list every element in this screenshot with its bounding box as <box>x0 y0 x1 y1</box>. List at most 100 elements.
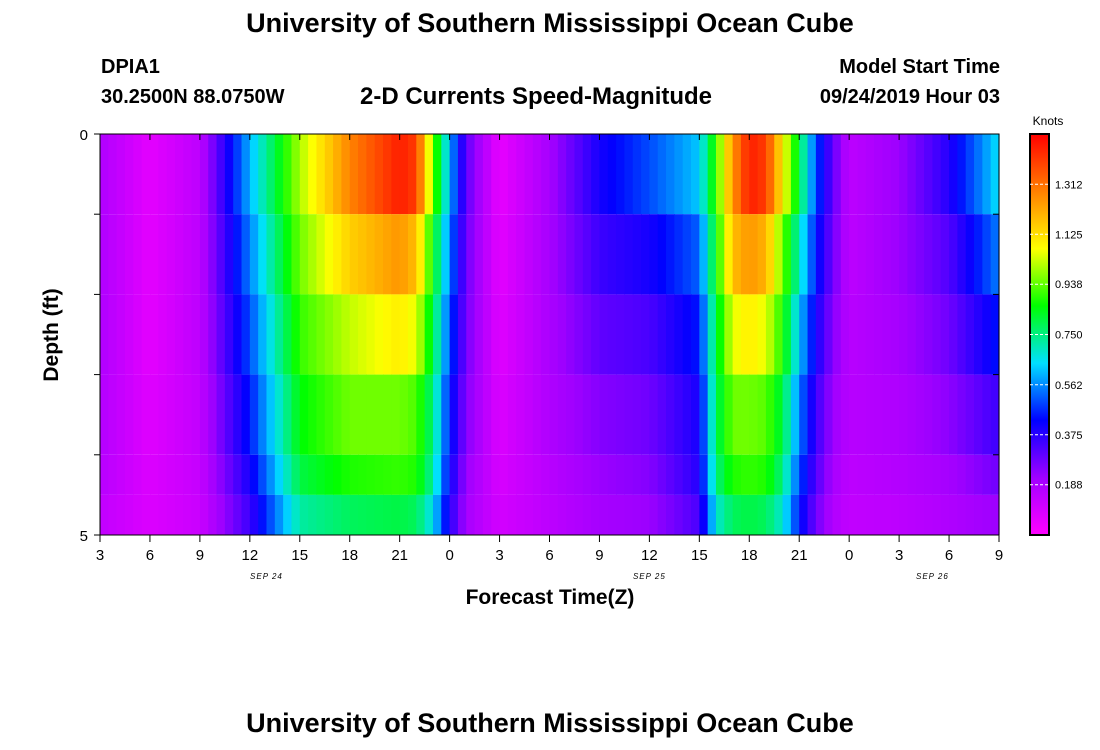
heatmap-cell <box>699 294 709 375</box>
heatmap-cell <box>407 374 417 455</box>
heatmap-cell <box>990 374 1000 455</box>
heatmap-cell <box>474 134 484 215</box>
heatmap-cell <box>258 294 268 375</box>
heatmap-cell <box>707 134 717 215</box>
heatmap-cell <box>174 294 184 375</box>
heatmap-cell <box>624 294 634 375</box>
heatmap-cell <box>940 494 950 535</box>
heatmap-cell <box>516 294 526 375</box>
heatmap-cell <box>807 294 817 375</box>
heatmap-cell <box>815 294 825 375</box>
heatmap-cell <box>316 214 326 295</box>
heatmap-cell <box>241 214 251 295</box>
heatmap-cell <box>774 134 784 215</box>
heatmap-cell <box>865 134 875 215</box>
heatmap-cell <box>100 294 109 375</box>
heatmap-cell <box>100 134 109 215</box>
heatmap-cell <box>632 214 642 295</box>
heatmap-cell <box>333 214 342 295</box>
x-tick-label: 3 <box>495 547 503 564</box>
x-tick-label: 6 <box>945 547 953 564</box>
heatmap-cell <box>840 494 850 535</box>
heatmap-cell <box>641 494 650 535</box>
heatmap-cell <box>557 494 567 535</box>
heatmap-cell <box>457 374 467 455</box>
heatmap-cell <box>283 134 293 215</box>
heatmap-cell <box>882 214 892 295</box>
heatmap-cell <box>657 374 667 455</box>
heatmap-cell <box>549 214 559 295</box>
heatmap-cell <box>100 214 109 295</box>
heatmap-cell <box>815 134 825 215</box>
heatmap-cell <box>308 454 318 495</box>
heatmap-cell <box>224 294 234 375</box>
heatmap-cell <box>599 374 609 455</box>
heatmap-cell <box>474 294 484 375</box>
heatmap-cell <box>666 374 675 455</box>
heatmap-cell <box>990 134 1000 215</box>
heatmap-cell <box>682 454 692 495</box>
heatmap-cell <box>399 214 409 295</box>
heatmap-cell <box>516 454 526 495</box>
heatmap-cell <box>824 294 834 375</box>
heatmap-cell <box>857 374 867 455</box>
y-axis-label: Depth (ft) <box>40 288 63 381</box>
heatmap-cell <box>324 134 334 215</box>
heatmap-cell <box>208 134 218 215</box>
heatmap-cell <box>774 214 784 295</box>
heatmap-cell <box>383 494 392 535</box>
heatmap-cell <box>233 374 243 455</box>
heatmap-cell <box>374 214 384 295</box>
heatmap-cell <box>258 134 268 215</box>
heatmap-cell <box>616 214 626 295</box>
heatmap-cell <box>932 454 942 495</box>
heatmap-cell <box>341 134 351 215</box>
heatmap-cell <box>383 134 392 215</box>
heatmap-cell <box>974 134 983 215</box>
heatmap-cell <box>383 374 392 455</box>
heatmap-cell <box>208 494 218 535</box>
x-tick-label: 15 <box>291 547 308 564</box>
heatmap-cell <box>249 294 259 375</box>
heatmap-cell <box>116 134 126 215</box>
heatmap-cell <box>882 294 892 375</box>
heatmap-cell <box>258 494 268 535</box>
heatmap-cell <box>715 134 725 215</box>
heatmap-cell <box>233 494 243 535</box>
heatmap-cell <box>591 134 601 215</box>
heatmap-cell <box>790 374 800 455</box>
heatmap-cell <box>524 454 534 495</box>
heatmap-cell <box>740 214 750 295</box>
heatmap-cell <box>241 294 251 375</box>
heatmap-cell <box>940 134 950 215</box>
heatmap-cell <box>374 454 384 495</box>
heatmap-cell <box>158 134 168 215</box>
heatmap-cell <box>890 494 900 535</box>
heatmap-cell <box>724 134 734 215</box>
heatmap-cell <box>441 454 451 495</box>
heatmap-cell <box>682 294 692 375</box>
heatmap-cell <box>183 294 193 375</box>
heatmap-cell <box>641 294 650 375</box>
heatmap-cell <box>183 494 193 535</box>
heatmap-cell <box>632 134 642 215</box>
heatmap-cell <box>449 134 459 215</box>
heatmap-cell <box>666 214 675 295</box>
heatmap-cell <box>199 494 209 535</box>
heatmap-cell <box>349 214 359 295</box>
heatmap-cell <box>391 294 401 375</box>
x-tick-label: 12 <box>241 547 258 564</box>
y-tick-label: 5 <box>80 528 88 545</box>
heatmap-cell <box>174 374 184 455</box>
heatmap-cell <box>765 134 775 215</box>
y-tick-label: 0 <box>80 127 88 144</box>
heatmap-cell <box>241 374 251 455</box>
heatmap-cell <box>749 294 759 375</box>
heatmap-cell <box>391 454 401 495</box>
heatmap-cell <box>682 494 692 535</box>
heatmap-cell <box>624 454 634 495</box>
heatmap-cell <box>915 294 925 375</box>
heatmap-cell <box>957 374 967 455</box>
heatmap-cell <box>874 294 884 375</box>
heatmap-cell <box>674 494 684 535</box>
